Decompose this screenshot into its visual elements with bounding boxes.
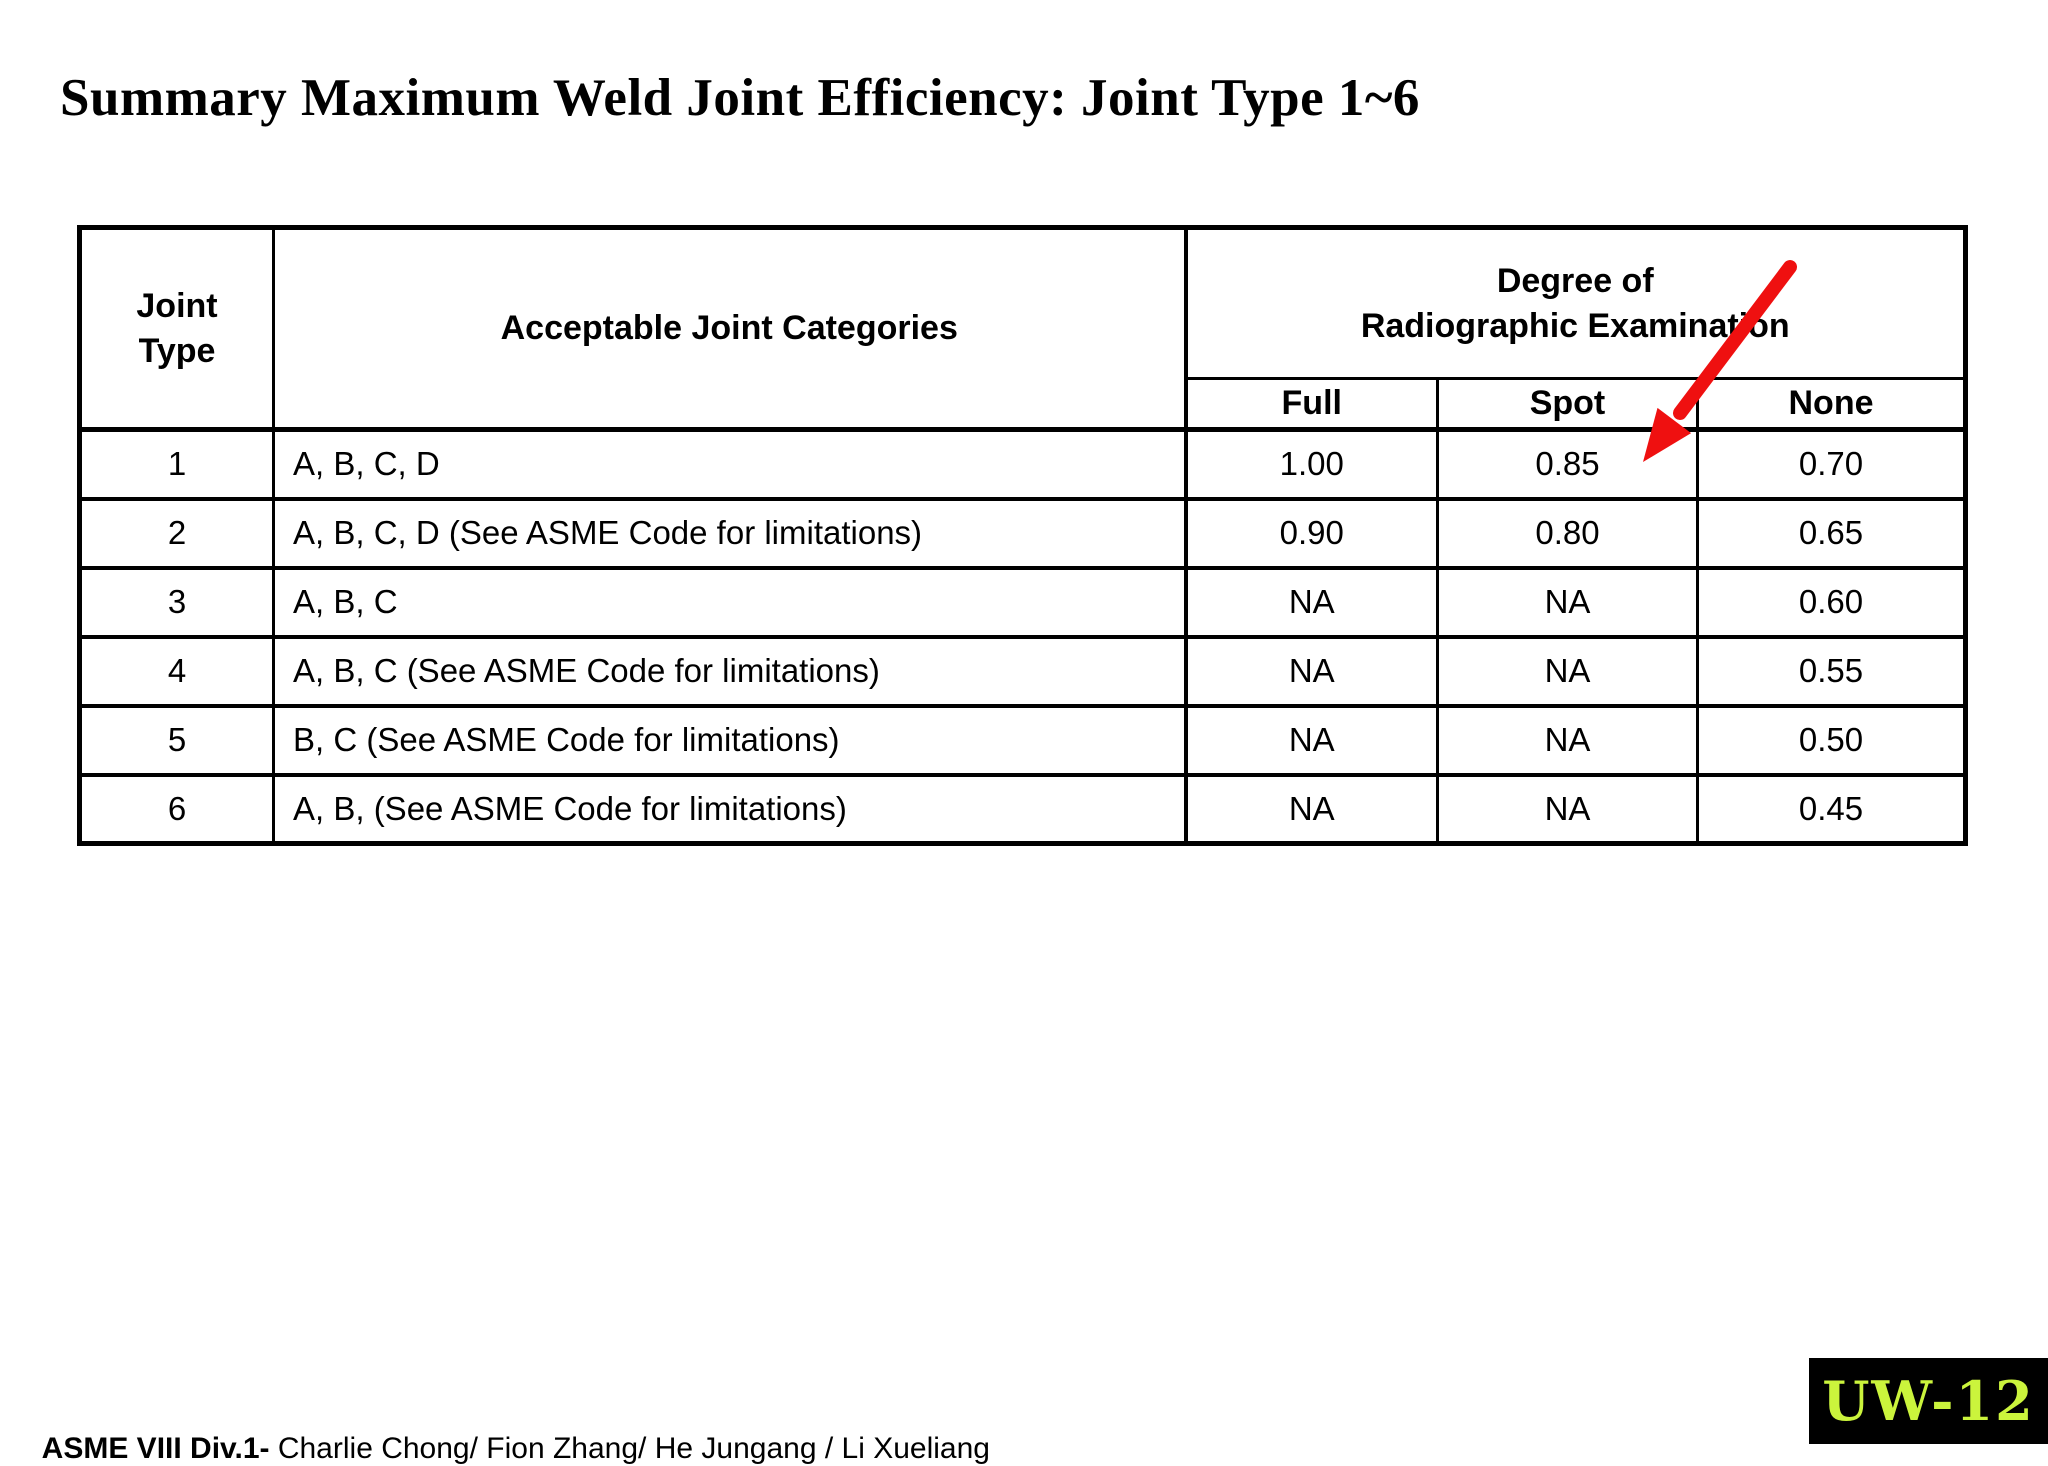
col-header-radiographic-line1: Degree of <box>1496 262 1654 301</box>
cell-spot: NA <box>1436 634 1699 707</box>
cell-full: 1.00 <box>1183 427 1439 500</box>
cell-full: NA <box>1183 565 1439 638</box>
uw-12-badge-label: UW-12 <box>1822 1369 2035 1433</box>
cell-joint-type: 3 <box>78 565 275 638</box>
table-row: 5 B, C (See ASME Code for limitations) N… <box>78 703 1967 776</box>
table-row: 6 A, B, (See ASME Code for limitations) … <box>78 772 1967 845</box>
cell-spot: NA <box>1436 703 1699 776</box>
red-arrow-head <box>1643 407 1692 462</box>
cell-categories: A, B, C <box>272 565 1187 638</box>
table-row: 1 A, B, C, D 1.00 0.85 0.70 <box>78 427 1967 500</box>
cell-categories: A, B, C, D (See ASME Code for limitation… <box>272 496 1187 569</box>
red-arrow-shaft <box>1673 260 1797 420</box>
cell-spot: NA <box>1436 565 1699 638</box>
cell-categories: A, B, (See ASME Code for limitations) <box>272 772 1187 845</box>
cell-none: 0.55 <box>1696 634 1967 707</box>
cell-joint-type: 4 <box>78 634 275 707</box>
footer-code-reference: ASME VIII Div.1- <box>41 1432 270 1465</box>
cell-joint-type: 5 <box>78 703 275 776</box>
cell-joint-type: 1 <box>78 427 275 500</box>
table-row: 4 A, B, C (See ASME Code for limitations… <box>78 634 1967 707</box>
footer-attribution: ASME VIII Div.1- Charlie Chong/ Fion Zha… <box>25 1398 990 1466</box>
header-row-main: Joint Type Acceptable Joint Categories D… <box>78 226 1967 431</box>
cell-none: 0.65 <box>1696 496 1967 569</box>
cell-none: 0.45 <box>1696 772 1967 845</box>
col-header-radiographic-line2: Radiographic Examination <box>1360 306 1790 345</box>
cell-joint-type: 6 <box>78 772 275 845</box>
col-header-joint-type-line1: Joint <box>136 287 218 326</box>
cell-none: 0.50 <box>1696 703 1967 776</box>
cell-none: 0.60 <box>1696 565 1967 638</box>
cell-full: 0.90 <box>1183 496 1439 569</box>
cell-full: NA <box>1183 772 1439 845</box>
cell-categories: A, B, C, D <box>272 427 1187 500</box>
red-arrow-annotation <box>1643 260 1797 462</box>
cell-none: 0.70 <box>1696 427 1967 500</box>
col-header-none: None <box>1696 377 1967 431</box>
cell-spot: 0.80 <box>1436 496 1699 569</box>
cell-joint-type: 2 <box>78 496 275 569</box>
cell-full: NA <box>1183 703 1439 776</box>
cell-categories: A, B, C (See ASME Code for limitations) <box>272 634 1187 707</box>
table-row: 2 A, B, C, D (See ASME Code for limitati… <box>78 496 1967 569</box>
col-header-categories: Acceptable Joint Categories <box>272 226 1187 431</box>
cell-full: NA <box>1183 634 1439 707</box>
col-header-radiographic: Degree of Radiographic Examination <box>1183 226 1967 380</box>
weld-joint-efficiency-table: Joint Type Acceptable Joint Categories D… <box>77 225 1968 846</box>
uw-12-badge: UW-12 <box>1809 1358 2048 1444</box>
col-header-full: Full <box>1183 377 1439 431</box>
footer-authors: Charlie Chong/ Fion Zhang/ He Jungang / … <box>269 1432 990 1465</box>
cell-categories: B, C (See ASME Code for limitations) <box>272 703 1187 776</box>
cell-spot: NA <box>1436 772 1699 845</box>
col-header-joint-type: Joint Type <box>78 226 275 431</box>
col-header-joint-type-line2: Type <box>138 331 216 370</box>
table-row: 3 A, B, C NA NA 0.60 <box>78 565 1967 638</box>
page-title: Summary Maximum Weld Joint Efficiency: J… <box>60 69 1420 127</box>
